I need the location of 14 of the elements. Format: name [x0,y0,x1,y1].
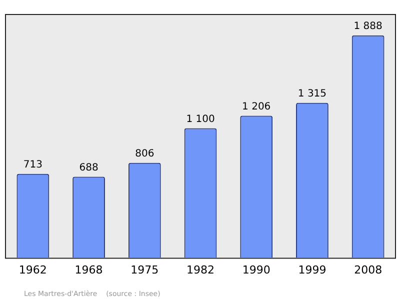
data-label: 688 [79,162,98,174]
x-tick-label: 2008 [354,263,382,276]
x-tick-label: 1990 [242,263,270,276]
data-label: 1 315 [298,88,327,100]
data-label: 806 [135,148,154,160]
data-label: 1 888 [354,21,382,32]
x-tick-label: 1968 [74,263,103,276]
data-label: 713 [23,159,42,170]
x-tick-label: 1999 [298,263,326,276]
x-tick-label: 1982 [186,263,214,276]
x-tick-label: 1975 [130,263,159,276]
data-label: 1 206 [242,101,271,112]
x-tick-label: 1962 [18,263,47,276]
data-label: 1 100 [186,114,215,125]
